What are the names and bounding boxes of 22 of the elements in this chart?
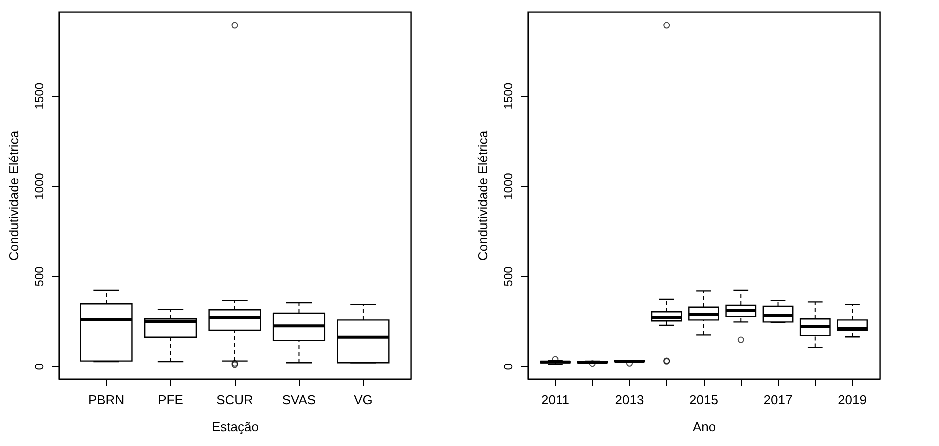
y-tick-label: 1000 <box>32 172 46 200</box>
x-tick-label: 2011 <box>541 392 570 408</box>
x-tick-label: PBRN <box>88 392 125 408</box>
x-tick-label: 2019 <box>838 392 867 408</box>
y-axis-title: Condutividade Elétrica <box>476 130 490 262</box>
x-tick-label: SCUR <box>216 392 254 408</box>
y-tick-label: 1000 <box>502 172 516 200</box>
x-tick-label: 2017 <box>764 392 793 408</box>
x-tick-label: VG <box>354 392 373 408</box>
y-tick-label: 0 <box>502 363 516 370</box>
y-tick-label: 1500 <box>502 82 516 110</box>
y-axis-title: Condutividade Elétrica <box>6 130 22 262</box>
y-tick-label: 1500 <box>32 82 46 110</box>
x-tick-label: SVAS <box>282 392 316 408</box>
x-tick-label: 2013 <box>615 392 644 408</box>
y-tick-label: 500 <box>502 266 516 287</box>
y-tick-label: 0 <box>32 363 46 370</box>
x-tick-label: PFE <box>158 392 184 408</box>
y-tick-label: 500 <box>32 266 46 287</box>
x-axis-title: Estação <box>212 420 259 434</box>
x-tick-label: 2015 <box>690 392 718 408</box>
x-axis-title: Ano <box>692 420 716 434</box>
